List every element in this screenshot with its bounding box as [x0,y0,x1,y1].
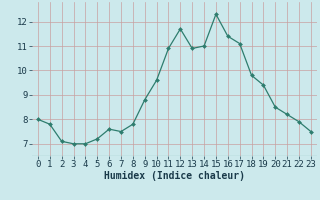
X-axis label: Humidex (Indice chaleur): Humidex (Indice chaleur) [104,171,245,181]
